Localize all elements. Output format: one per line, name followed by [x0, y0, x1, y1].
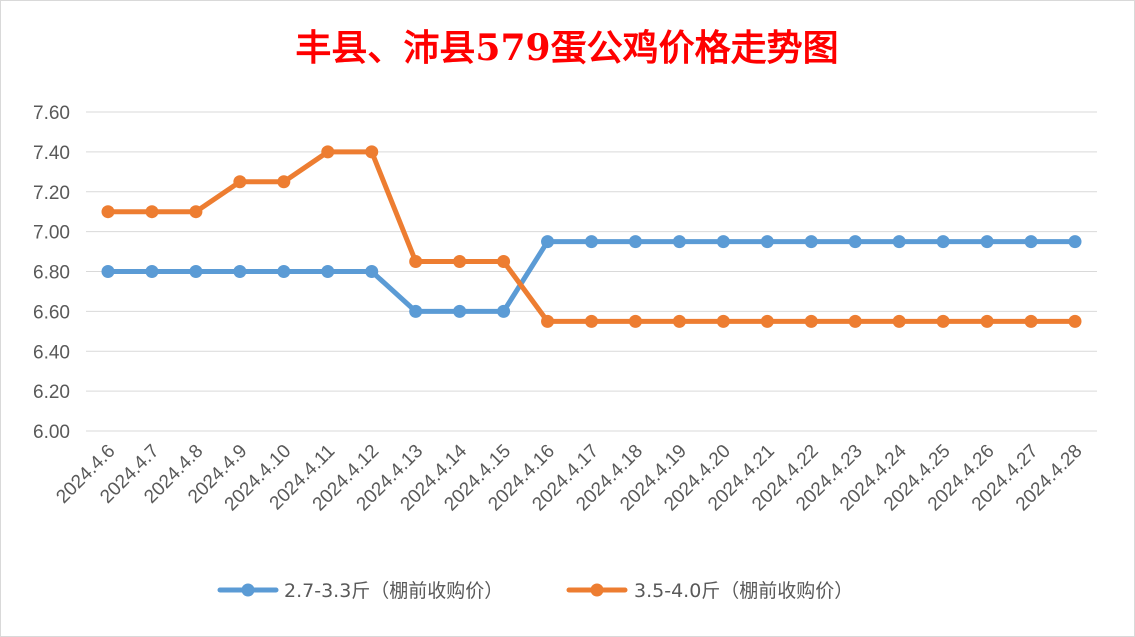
legend: 2.7-3.3斤（棚前收购价） 3.5-4.0斤（棚前收购价）	[217, 580, 853, 602]
y-tick-label: 6.00	[33, 422, 70, 443]
series-lines	[101, 145, 1082, 328]
data-point	[189, 205, 203, 219]
data-point	[145, 205, 159, 219]
y-axis-ticks: 6.00 6.20 6.40 6.60 6.80 7.00 7.20 7.40 7.60	[33, 103, 70, 443]
data-point	[936, 235, 950, 249]
data-point	[672, 235, 686, 249]
data-point	[541, 235, 555, 249]
data-point	[1024, 235, 1038, 249]
data-point	[716, 314, 730, 328]
data-point	[980, 235, 994, 249]
data-point	[365, 145, 379, 159]
series-2	[101, 145, 1082, 328]
data-point	[145, 265, 159, 278]
y-tick-label: 6.20	[33, 382, 70, 403]
y-tick-label: 7.40	[33, 143, 70, 164]
data-point	[628, 235, 642, 249]
data-point	[585, 314, 598, 328]
series-line	[105, 239, 1078, 314]
data-point	[804, 235, 818, 249]
chart-title: 丰县、沛县579蛋公鸡价格走势图	[295, 27, 838, 69]
legend-item: 3.5-4.0斤（棚前收购价）	[566, 580, 853, 602]
data-point	[101, 205, 115, 219]
legend-label: 3.5-4.0斤（棚前收购价）	[634, 580, 853, 602]
gridlines	[86, 111, 1097, 432]
data-point	[585, 235, 598, 249]
data-point	[760, 235, 774, 249]
data-point	[321, 265, 335, 278]
data-point	[453, 255, 467, 269]
data-point	[760, 314, 774, 328]
data-point	[233, 265, 247, 278]
legend-item: 2.7-3.3斤（棚前收购价）	[217, 580, 503, 602]
y-tick-label: 7.20	[33, 183, 70, 204]
y-tick-label: 6.60	[33, 302, 70, 323]
data-point	[892, 235, 906, 249]
data-point	[892, 314, 906, 328]
data-point	[277, 265, 291, 278]
data-point	[409, 255, 423, 269]
data-point	[233, 175, 247, 189]
legend-swatch-marker	[590, 583, 604, 597]
data-point	[628, 314, 642, 328]
data-point	[453, 304, 467, 318]
data-point	[189, 265, 203, 278]
y-tick-label: 7.00	[33, 223, 70, 244]
data-point	[980, 314, 994, 328]
series-1	[101, 235, 1082, 318]
data-point	[101, 265, 115, 278]
data-point	[541, 314, 555, 328]
data-point	[1068, 314, 1082, 328]
data-point	[277, 175, 291, 189]
data-point	[804, 314, 818, 328]
y-tick-label: 7.60	[33, 103, 70, 124]
data-point	[321, 145, 335, 159]
data-point	[848, 314, 862, 328]
data-point	[497, 304, 511, 318]
data-point	[365, 265, 379, 278]
legend-swatch-marker	[241, 583, 255, 597]
y-tick-label: 6.80	[33, 263, 70, 284]
data-point	[848, 235, 862, 249]
data-point	[1024, 314, 1038, 328]
y-tick-label: 6.40	[33, 342, 70, 363]
data-point	[409, 304, 423, 318]
data-point	[936, 314, 950, 328]
data-point	[672, 314, 686, 328]
legend-label: 2.7-3.3斤（棚前收购价）	[284, 580, 503, 602]
data-point	[716, 235, 730, 249]
x-axis-ticks: 2024.4.62024.4.72024.4.82024.4.92024.4.1…	[52, 440, 1086, 515]
data-point	[497, 255, 511, 269]
data-point	[1068, 235, 1082, 249]
